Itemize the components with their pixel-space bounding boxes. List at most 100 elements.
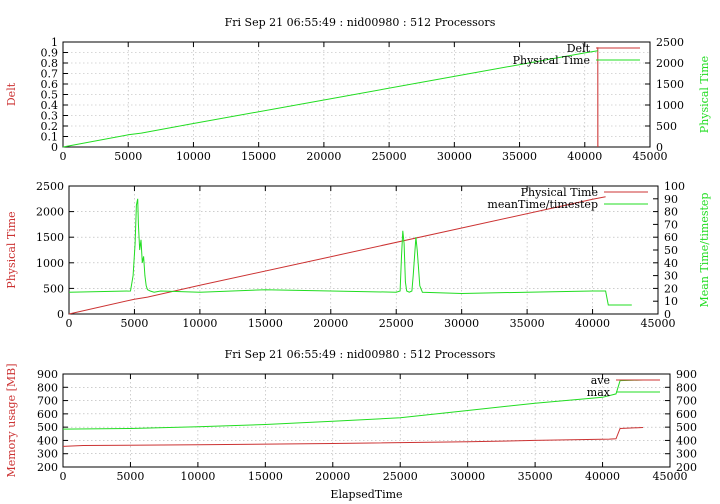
y-tick-label-left: 0.9: [41, 47, 59, 60]
x-tick-label: 25000: [372, 150, 407, 163]
chart-title: Fri Sep 21 06:55:49 : nid00980 : 512 Pro…: [225, 16, 496, 29]
x-tick-label: 15000: [248, 317, 283, 330]
chart-panel-3: 0 5000 10000 15000 20000 25000 30000 35000 40000…: [5, 348, 697, 501]
y-tick-label-right: 300: [676, 448, 697, 461]
x-tick-label: 35000: [518, 470, 553, 483]
x-tick-label: 5000: [114, 150, 142, 163]
y-tick-label-left: 0: [51, 141, 58, 154]
y-tick-label-left: 700: [37, 395, 58, 408]
legend-label: max: [587, 386, 611, 399]
plot-frame: [68, 185, 659, 315]
legend-label: Delt: [567, 42, 591, 55]
x-tick-label: 15000: [241, 150, 276, 163]
x-axis-label: ElapsedTime: [330, 488, 402, 501]
y-axis-label-left: Physical Time: [5, 211, 18, 288]
y-tick-label-left: 400: [37, 434, 58, 447]
y-tick-label-right: 400: [676, 434, 697, 447]
x-tick-label: 20000: [315, 470, 350, 483]
x-tick-label: 20000: [306, 150, 341, 163]
y-tick-label-right: 700: [676, 395, 697, 408]
y-tick-label-left: 800: [37, 381, 58, 394]
chart-panel-2: 0 5000 10000 15000 20000 25000 30000 35000 40000…: [5, 180, 711, 330]
y-tick-label-right: 500: [676, 421, 697, 434]
y-axis-label-left: Memory usage [MB]: [5, 363, 18, 477]
y-tick-label-left: 0.4: [41, 99, 59, 112]
x-tick-label: 10000: [182, 317, 217, 330]
y-tick-label-left: 0.3: [41, 110, 59, 123]
series-line-ave: [62, 427, 644, 447]
x-tick-label: 10000: [176, 150, 211, 163]
y-tick-label-left: 500: [37, 421, 58, 434]
y-tick-label-left: 0.6: [41, 78, 59, 91]
y-axis-label-right: Mean Time/timestep: [698, 193, 711, 308]
x-tick-label: 45000: [633, 150, 668, 163]
y-tick-label-left: 0.2: [41, 120, 59, 133]
series-line-physical-time: [62, 50, 598, 148]
x-tick-label: 0: [60, 150, 67, 163]
series-line-physical-time: [68, 196, 606, 315]
y-tick-label-left: 0.5: [41, 89, 59, 102]
plot-frame: [62, 41, 651, 148]
y-tick-label-left: 1: [51, 36, 58, 49]
legend-label: Physical Time: [513, 54, 590, 67]
legend-label: Physical Time: [521, 186, 598, 199]
x-tick-label: 10000: [180, 470, 215, 483]
x-tick-label: 40000: [585, 470, 620, 483]
legend-label: ave: [591, 374, 610, 387]
y-tick-label-left: 600: [37, 408, 58, 421]
y-axis-label-right: Physical Time: [698, 56, 711, 133]
x-tick-label: 30000: [450, 470, 485, 483]
y-tick-label-left: 0.1: [41, 131, 59, 144]
y-tick-label-right: 0: [664, 308, 671, 321]
y-tick-label-right: 600: [676, 408, 697, 421]
chart-title: Fri Sep 21 06:55:49 : nid00980 : 512 Pro…: [225, 348, 496, 361]
y-tick-label-right: 0: [656, 141, 663, 154]
y-tick-label-right: 20: [664, 282, 678, 295]
y-axis-label-left: Delt: [5, 82, 18, 106]
x-tick-label: 40000: [575, 317, 610, 330]
y-tick-label-right: 100: [664, 180, 685, 193]
y-tick-label-left: 500: [43, 282, 64, 295]
y-tick-label-right: 200: [676, 461, 697, 474]
y-tick-label-left: 0.8: [41, 57, 59, 70]
x-tick-label: 5000: [120, 317, 148, 330]
x-tick-label: 0: [60, 470, 67, 483]
y-tick-label-left: 2000: [36, 206, 64, 219]
x-tick-label: 5000: [116, 470, 144, 483]
x-tick-label: 35000: [510, 317, 545, 330]
y-tick-label-right: 50: [664, 244, 678, 257]
y-tick-label-left: 900: [37, 368, 58, 381]
y-tick-label-right: 90: [664, 193, 678, 206]
y-tick-label-left: 1000: [36, 257, 64, 270]
y-tick-label-left: 200: [37, 461, 58, 474]
y-tick-label-right: 1500: [656, 78, 684, 91]
series-line-meantime-timestep: [68, 198, 632, 306]
y-tick-label-left: 2500: [36, 180, 64, 193]
y-tick-label-right: 500: [656, 120, 677, 133]
y-tick-label-right: 800: [676, 381, 697, 394]
y-tick-label-right: 40: [664, 257, 678, 270]
y-tick-label-right: 60: [664, 231, 678, 244]
x-tick-label: 45000: [641, 317, 676, 330]
y-tick-label-right: 30: [664, 270, 678, 283]
legend-label: meanTime/timestep: [487, 198, 598, 211]
y-tick-label-right: 10: [664, 295, 678, 308]
x-tick-label: 25000: [379, 317, 414, 330]
plot-frame: [62, 373, 671, 468]
y-tick-label-right: 1000: [656, 99, 684, 112]
y-tick-label-left: 1500: [36, 231, 64, 244]
x-tick-label: 40000: [567, 150, 602, 163]
x-tick-label: 20000: [313, 317, 348, 330]
x-tick-label: 0: [66, 317, 73, 330]
y-tick-label-right: 2500: [656, 36, 684, 49]
y-tick-label-right: 80: [664, 206, 678, 219]
x-tick-label: 30000: [437, 150, 472, 163]
x-tick-label: 30000: [444, 317, 479, 330]
x-tick-label: 15000: [248, 470, 283, 483]
y-tick-label-right: 70: [664, 218, 678, 231]
y-tick-label-right: 900: [676, 368, 697, 381]
y-tick-label-left: 300: [37, 448, 58, 461]
chart-panel-1: 0 5000 10000 15000 20000 25000 30000 35000 40000…: [5, 16, 711, 163]
y-tick-label-right: 2000: [656, 57, 684, 70]
